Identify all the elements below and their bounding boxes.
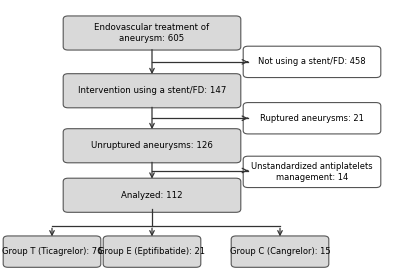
Text: Analyzed: 112: Analyzed: 112 — [121, 191, 183, 200]
FancyBboxPatch shape — [103, 236, 201, 267]
Text: Unruptured aneurysms: 126: Unruptured aneurysms: 126 — [91, 141, 213, 150]
FancyBboxPatch shape — [63, 74, 241, 108]
Text: Not using a stent/FD: 458: Not using a stent/FD: 458 — [258, 57, 366, 66]
Text: Endovascular treatment of
aneurysm: 605: Endovascular treatment of aneurysm: 605 — [94, 23, 210, 43]
Text: Group E (Eptifibatide): 21: Group E (Eptifibatide): 21 — [98, 247, 206, 256]
FancyBboxPatch shape — [231, 236, 329, 267]
FancyBboxPatch shape — [243, 103, 381, 134]
Text: Ruptured aneurysms: 21: Ruptured aneurysms: 21 — [260, 114, 364, 123]
FancyBboxPatch shape — [63, 178, 241, 212]
Text: Group T (Ticagrelor): 76: Group T (Ticagrelor): 76 — [2, 247, 102, 256]
Text: Group C (Cangrelor): 15: Group C (Cangrelor): 15 — [230, 247, 330, 256]
Text: Unstandardized antiplatelets
management: 14: Unstandardized antiplatelets management:… — [251, 162, 373, 182]
FancyBboxPatch shape — [63, 129, 241, 163]
FancyBboxPatch shape — [3, 236, 101, 267]
FancyBboxPatch shape — [63, 16, 241, 50]
FancyBboxPatch shape — [243, 156, 381, 188]
Text: Intervention using a stent/FD: 147: Intervention using a stent/FD: 147 — [78, 86, 226, 95]
FancyBboxPatch shape — [243, 46, 381, 78]
